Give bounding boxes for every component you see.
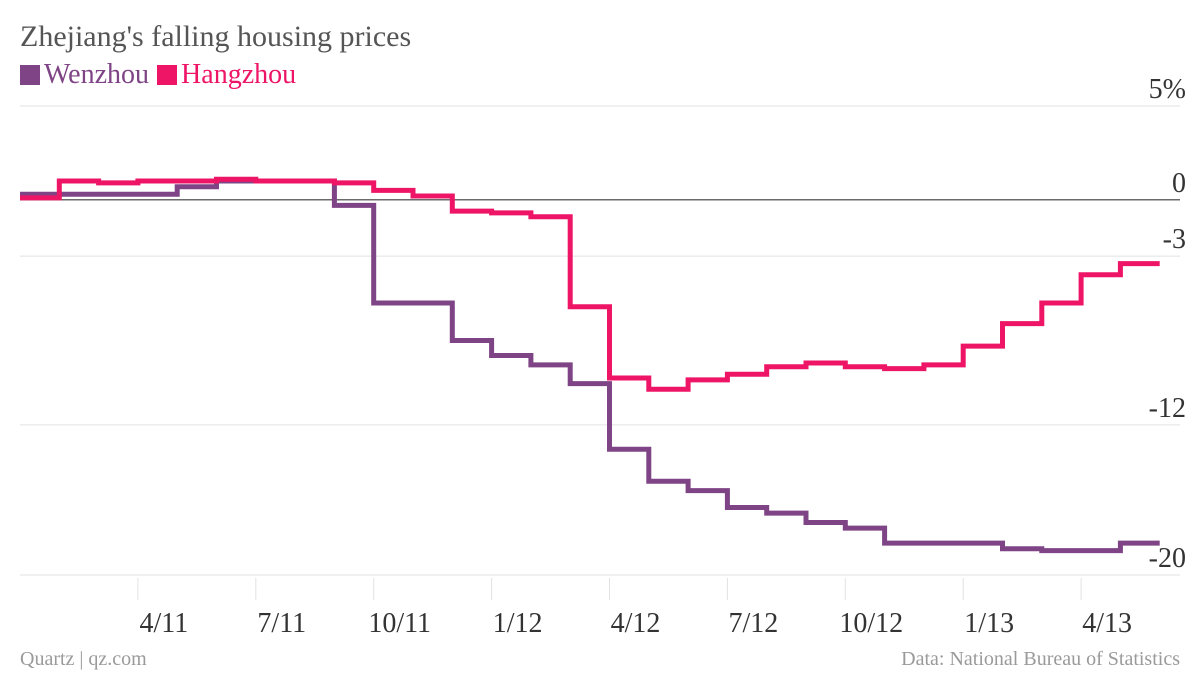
y-tick-label: -12 <box>1149 393 1186 424</box>
legend: Wenzhou Hangzhou <box>20 58 304 92</box>
y-tick-label: -3 <box>1163 224 1186 255</box>
series-line-wenzhou <box>20 178 1160 554</box>
x-tick-label: 7/12 <box>729 608 779 639</box>
legend-label-hangzhou: Hangzhou <box>181 59 297 90</box>
y-tick-label: 5% <box>1149 74 1186 105</box>
x-tick-label: 7/11 <box>257 608 306 639</box>
x-tick-label: 4/13 <box>1082 608 1132 639</box>
footer-source-left: Quartz | qz.com <box>20 648 147 670</box>
x-tick-label: 10/11 <box>368 608 431 639</box>
x-tick-label: 1/13 <box>964 608 1014 639</box>
legend-item-wenzhou: Wenzhou <box>20 58 149 92</box>
y-tick-label: 0 <box>1172 168 1186 199</box>
x-tick-label: 1/12 <box>493 608 543 639</box>
x-tick-label: 4/11 <box>140 608 189 639</box>
chart-title: Zhejiang's falling housing prices <box>20 20 412 53</box>
legend-swatch-wenzhou <box>20 65 40 85</box>
series-line-hangzhou <box>20 176 1160 392</box>
y-axis-labels: 5% 0 -3 -12 -20 <box>1149 74 1186 574</box>
y-tick-label: -20 <box>1149 543 1186 574</box>
grid-layer <box>20 105 1180 576</box>
x-axis-ticks: 4/11 7/11 10/11 1/12 4/12 7/12 10/12 1/13 4/13 <box>137 578 1132 639</box>
footer-source-right: Data: National Bureau of Statistics <box>901 648 1180 670</box>
x-tick-label: 4/12 <box>611 608 661 639</box>
legend-label-wenzhou: Wenzhou <box>44 59 150 90</box>
series-layer <box>20 176 1160 554</box>
x-tick-label: 10/12 <box>839 608 903 639</box>
legend-item-hangzhou: Hangzhou <box>157 58 296 92</box>
legend-swatch-hangzhou <box>157 65 178 85</box>
